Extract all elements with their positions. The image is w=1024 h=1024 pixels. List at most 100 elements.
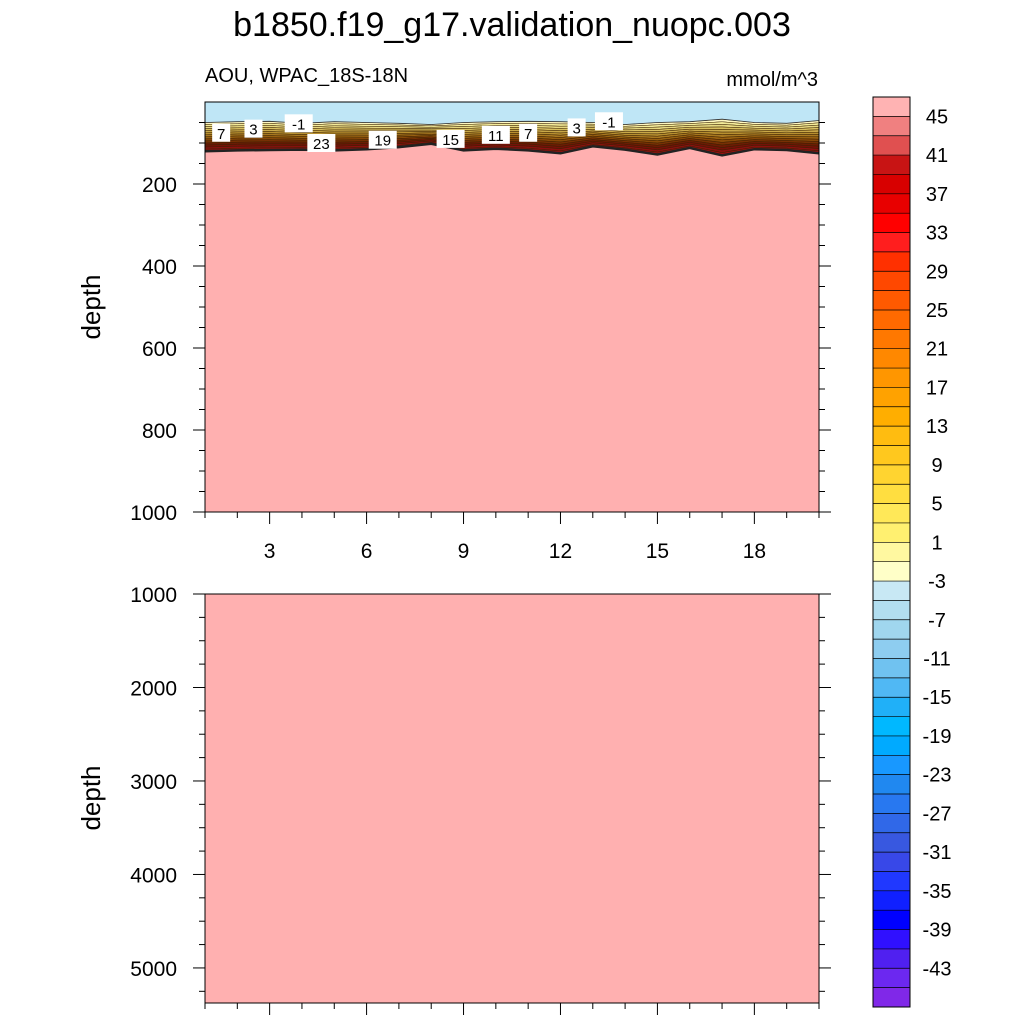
colorbar-label: -15 [923, 687, 952, 709]
colorbar-swatch [873, 387, 910, 408]
colorbar-label: 9 [931, 455, 942, 477]
contour-label: 7 [217, 126, 225, 143]
colorbar-swatch [873, 600, 910, 621]
colorbar-swatch [873, 871, 910, 892]
colorbar-label: -39 [923, 920, 952, 942]
colorbar-swatch [873, 193, 910, 214]
y-tick-label: 400 [142, 256, 177, 279]
colorbar-label: 41 [926, 145, 948, 167]
colorbar-swatch [873, 135, 910, 156]
y-tick-label: 3000 [130, 771, 177, 794]
colorbar-label: -3 [928, 571, 946, 593]
colorbar-label: 17 [926, 377, 948, 399]
contour-label-box [284, 114, 313, 133]
lower-plot-frame [204, 593, 820, 1004]
upper-subtitle-right: mmol/m^3 [726, 69, 818, 91]
colorbar-label: -43 [923, 958, 952, 980]
colorbar-swatch [873, 948, 910, 969]
contour-label-box [594, 112, 623, 131]
contour-label: 19 [374, 133, 391, 150]
colorbar: 45 41 37 33 29 25 21 17 13 9 5 1 -3 -7 -11 -15 -19 -23 -27… [872, 96, 952, 1008]
colorbar-swatch [873, 677, 910, 698]
y-tick-label: 4000 [130, 864, 177, 887]
colorbar-swatch [873, 213, 910, 233]
colorbar-label: 5 [931, 494, 942, 516]
colorbar-swatch [873, 658, 910, 679]
y-tick-label: 800 [142, 420, 177, 443]
contour-label: -1 [292, 116, 305, 133]
colorbar-swatch [873, 368, 910, 388]
thermocline-contour-line [204, 142, 820, 157]
colorbar-label: 33 [926, 223, 948, 245]
y-tick-label: 600 [142, 338, 177, 361]
colorbar-swatch [873, 639, 910, 659]
x-tick-label: 9 [458, 540, 470, 563]
upper-contour-labels: 7 3 -1 23 19 15 11 7 3 -1 [212, 112, 623, 153]
deep-water-fill [205, 102, 819, 512]
upper-panel: AOU, WPAC_18S-18N mmol/m^3 7 3 -123 19 15 11 7… [76, 65, 831, 563]
colorbar-frame [872, 96, 911, 1008]
y-tick-label: 2000 [130, 677, 177, 700]
colorbar-swatch [873, 910, 910, 930]
upper-y-axis-label: depth [76, 274, 106, 339]
x-tick-label: 3 [264, 540, 276, 563]
contour-label: 3 [249, 122, 257, 139]
colorbar-swatch [873, 852, 910, 872]
colorbar-label: 13 [926, 416, 948, 438]
colorbar-swatch [873, 116, 910, 137]
colorbar-label: -11 [923, 648, 950, 670]
contour-label: 15 [442, 132, 459, 149]
colorbar-swatch [873, 426, 910, 446]
colorbar-swatch [873, 232, 910, 253]
lower-contour-field [205, 594, 819, 1003]
y-tick-label: 200 [142, 174, 177, 197]
upper-contour-field [204, 101, 820, 512]
colorbar-swatch [873, 155, 910, 175]
lower-axis-ticks: 1000 2000 3000 4000 5000 [130, 584, 831, 1015]
colorbar-swatch [873, 522, 910, 543]
chart-title: b1850.f19_g17.validation_nuopc.003 [233, 6, 791, 44]
colorbar-swatch [873, 542, 910, 562]
colorbar-swatch [873, 348, 910, 369]
contour-label-box [307, 134, 336, 152]
colorbar-swatch [873, 794, 910, 814]
colorbar-swatch [873, 484, 910, 504]
colorbar-label: 29 [926, 261, 948, 283]
colorbar-label: 45 [926, 106, 948, 128]
colorbar-label: -19 [923, 726, 952, 748]
lower-panel: 1000 2000 3000 4000 5000 depth [76, 584, 831, 1015]
colorbar-swatch [873, 697, 910, 717]
x-tick-label: 15 [646, 540, 669, 563]
colorbar-swatch [873, 445, 910, 466]
x-tick-label: 18 [743, 540, 766, 563]
colorbar-swatch [873, 755, 910, 775]
colorbar-label: -7 [928, 610, 946, 632]
colorbar-swatch [873, 832, 910, 853]
colorbar-label: 21 [926, 339, 948, 361]
colorbar-swatch [873, 271, 910, 291]
colorbar-swatch [873, 968, 910, 988]
x-tick-label: 6 [361, 540, 373, 563]
colorbar-swatch [873, 329, 910, 349]
contour-label-box [519, 123, 538, 142]
colorbar-swatch [873, 561, 910, 582]
colorbar-label: -31 [923, 842, 952, 864]
y-tick-label: 1000 [130, 584, 177, 607]
colorbar-swatch [873, 290, 910, 311]
colorbar-swatch [873, 503, 910, 524]
upper-subtitle-left: AOU, WPAC_18S-18N [205, 65, 408, 87]
colorbar-label: 1 [931, 532, 942, 554]
y-tick-label: 1000 [130, 502, 177, 525]
colorbar-swatch [873, 619, 910, 640]
colorbar-swatch [873, 774, 910, 795]
contour-label: 11 [488, 128, 504, 145]
contour-label-box [567, 118, 586, 137]
colorbar-label: -27 [923, 803, 952, 825]
colorbar-swatch [873, 813, 910, 834]
colorbar-swatch [873, 309, 910, 330]
colorbar-label: 37 [926, 184, 948, 206]
contour-label-box [244, 119, 263, 138]
colorbar-swatch [873, 581, 910, 601]
contour-label-box [436, 129, 465, 148]
colorbar-swatch [873, 987, 910, 1008]
